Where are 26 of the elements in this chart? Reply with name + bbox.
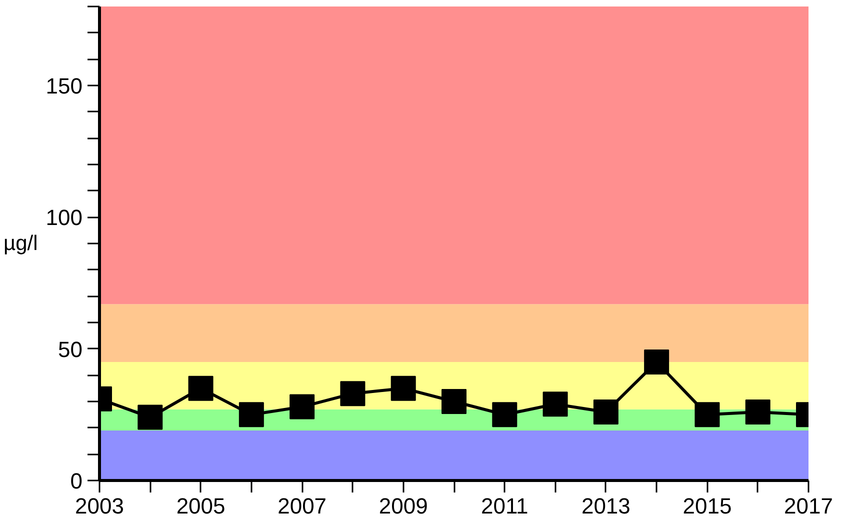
x-tick-label: 2009 (378, 494, 428, 516)
point (492, 402, 518, 428)
x-tick-label: 2003 (75, 494, 124, 516)
x-tick-label: 2005 (176, 494, 226, 516)
y-tick-label: 100 (46, 205, 83, 230)
point (593, 400, 618, 425)
point (138, 404, 163, 430)
x-tick-label: 2017 (784, 494, 833, 516)
point (188, 376, 214, 401)
x-tick-label: 2011 (480, 494, 528, 516)
y-tick-label: 50 (58, 336, 83, 362)
point (238, 402, 264, 428)
y-axis-title: µg/l (4, 232, 38, 255)
y-tick-label: 150 (46, 74, 83, 98)
y-tick-label: 0 (70, 468, 83, 494)
x-tick-label: 2007 (278, 494, 327, 516)
x-tick-label: 2015 (682, 494, 732, 516)
point (644, 350, 670, 374)
point (340, 381, 366, 406)
point (542, 392, 568, 417)
point (694, 402, 720, 428)
x-tick-label: 2013 (581, 494, 630, 516)
point (290, 394, 315, 420)
point (442, 389, 466, 414)
point (745, 400, 770, 425)
point (390, 376, 416, 401)
